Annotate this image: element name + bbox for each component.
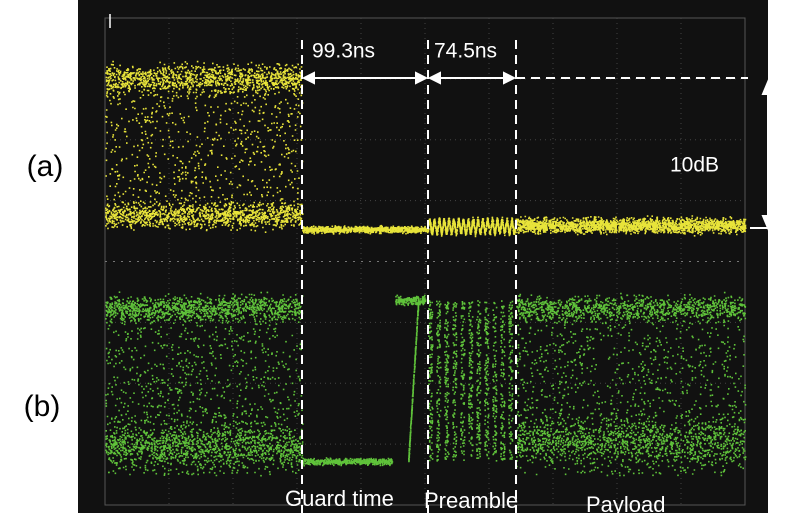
guard-duration: 99.3ns [312, 40, 375, 63]
label-a: (a) [27, 150, 64, 183]
section-label: Preamble [424, 488, 518, 513]
power-difference: 10dB [670, 154, 719, 177]
label-b: (b) [24, 390, 61, 423]
preamble-duration: 74.5ns [434, 40, 497, 63]
section-label: Guard time [285, 486, 394, 511]
section-label: Payload [586, 492, 666, 513]
page: {"labels": {"a": "(a)", "b": "(b)"}, "an… [0, 0, 791, 513]
figure: (a) (b) 99.3ns 74.5ns 10dB Guard time Pr… [0, 0, 791, 513]
